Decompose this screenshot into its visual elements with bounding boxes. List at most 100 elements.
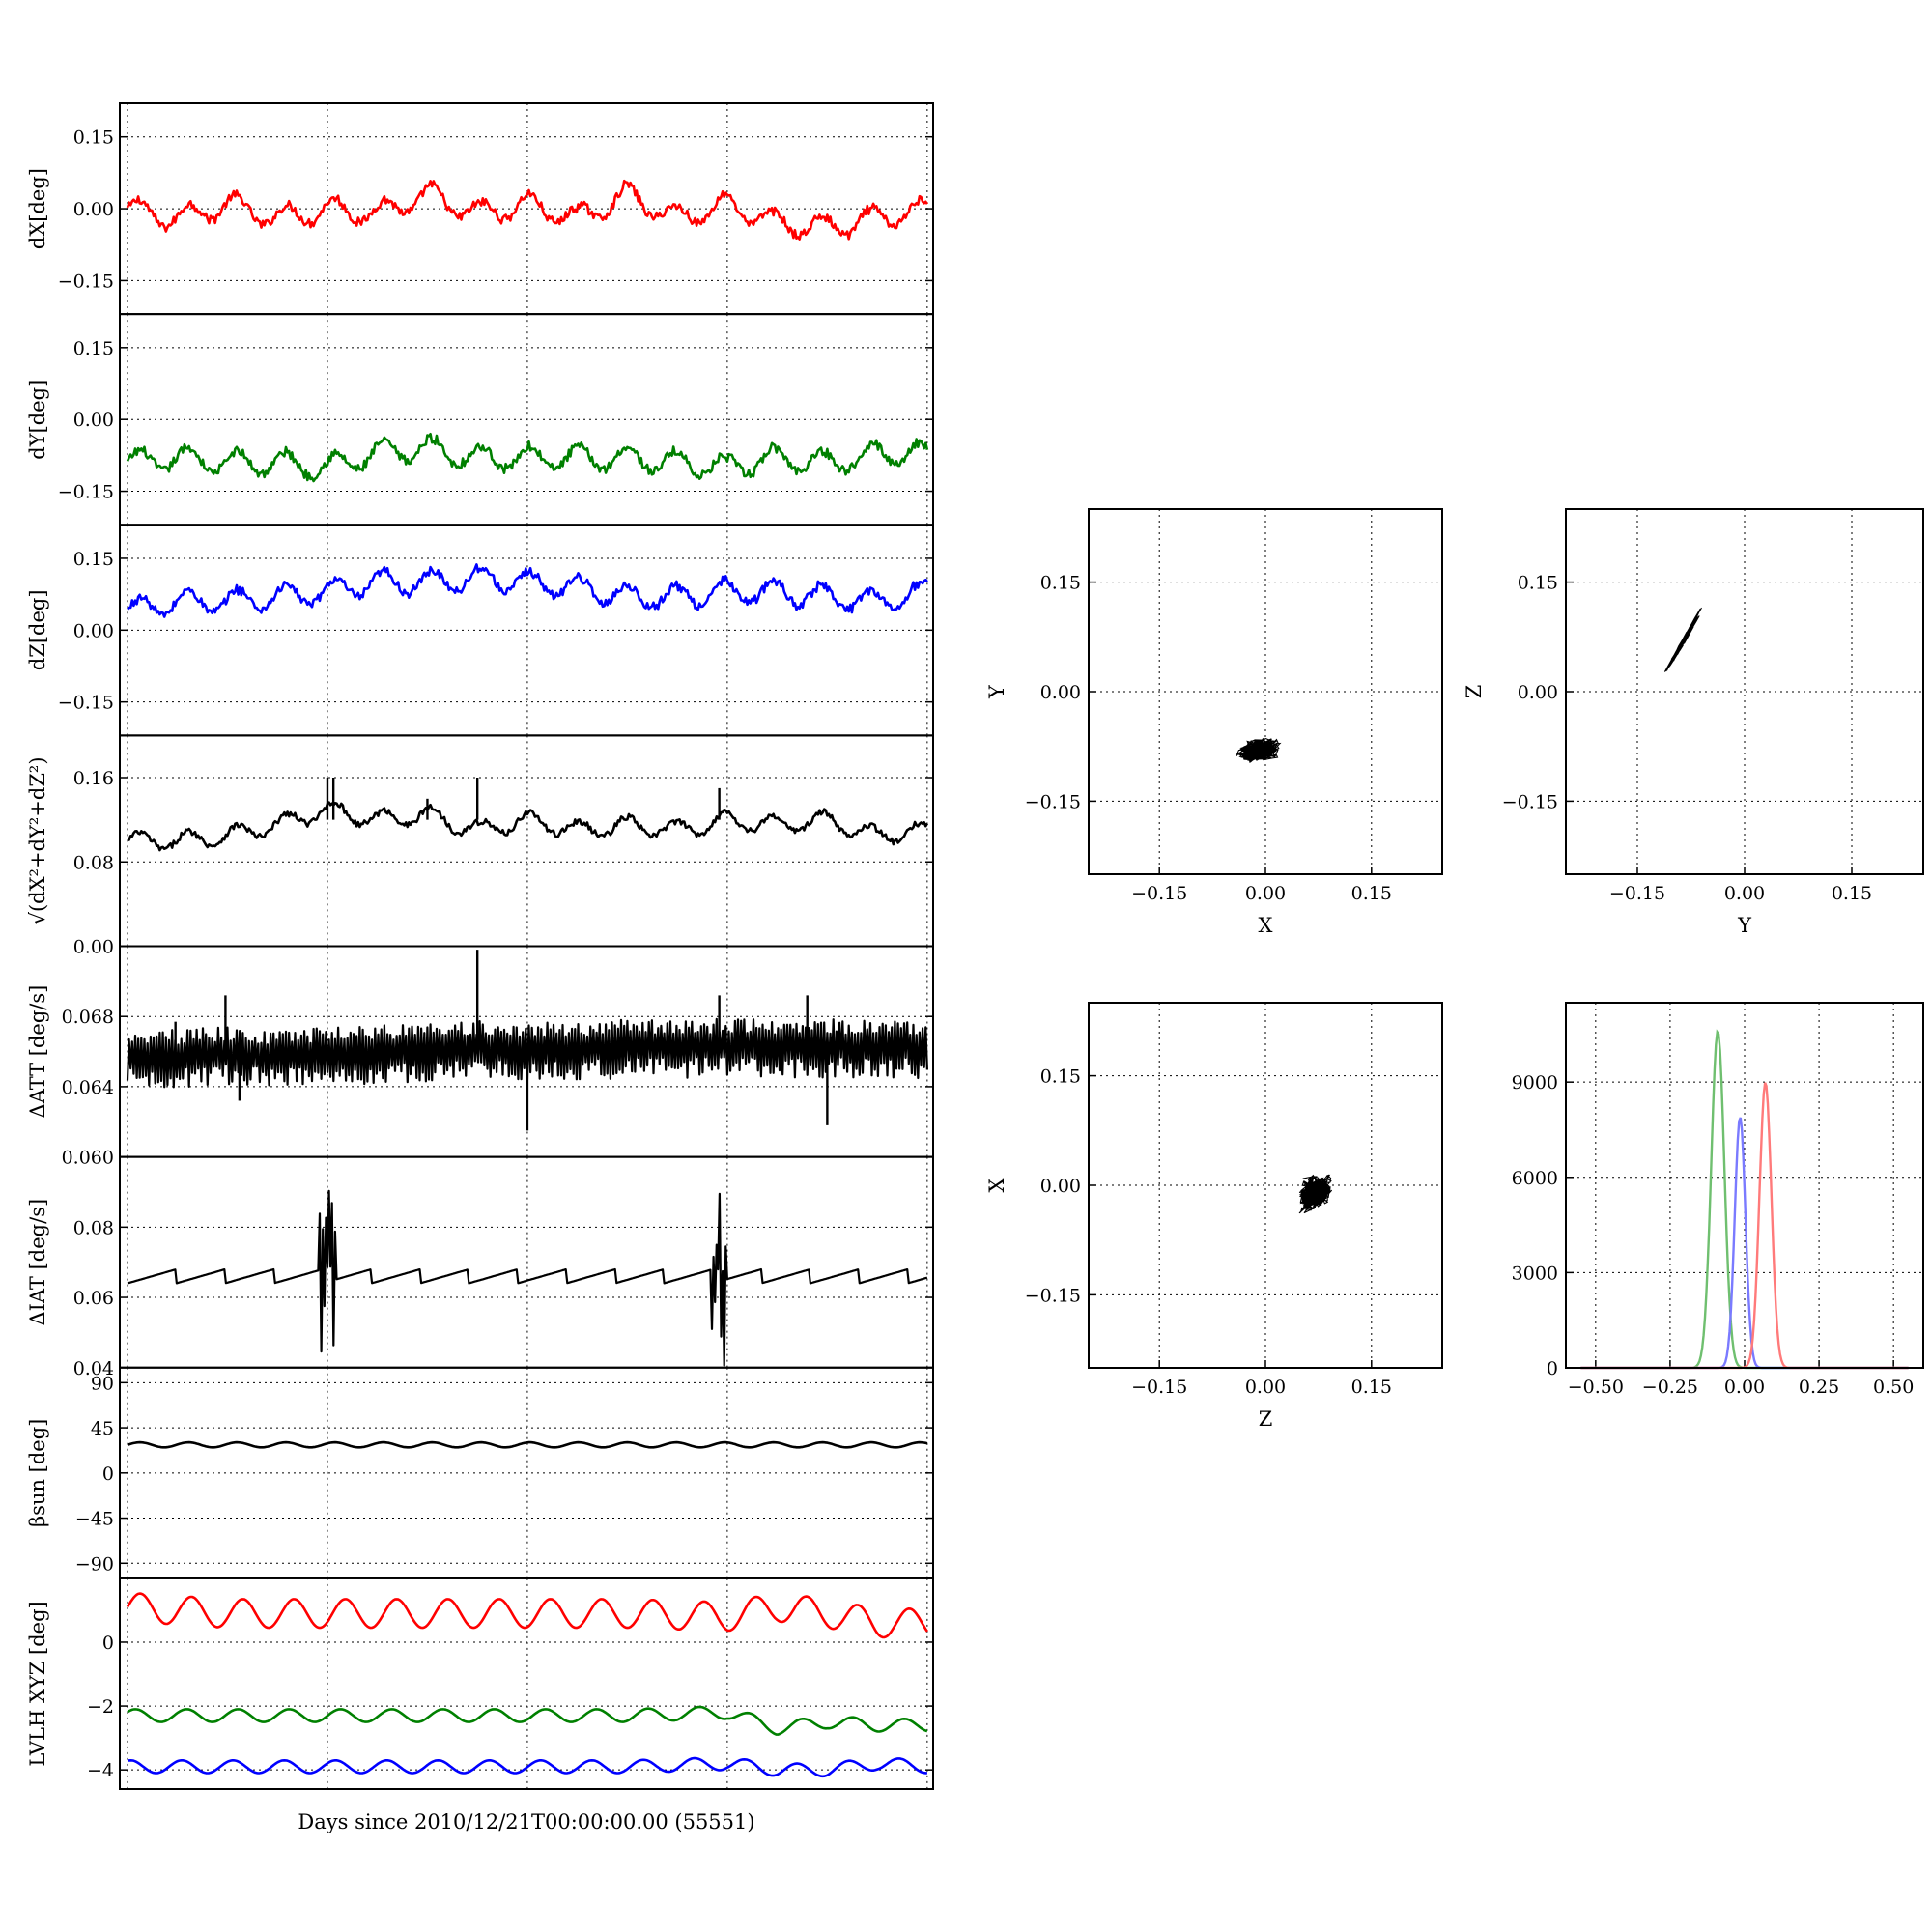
- scatter-trace-xy: [1235, 738, 1282, 763]
- panel-dx: −0.15 0.00 0.15 dX[deg]: [26, 102, 934, 316]
- series-line-lvlh-0: [126, 1592, 928, 1639]
- panel-dy: −0.15 0.00 0.15 dY[deg]: [26, 313, 934, 526]
- x-tick-label: −0.25: [1642, 1377, 1698, 1398]
- panel-frame: [1088, 508, 1443, 875]
- y-tick-label: 0.08: [73, 852, 114, 873]
- y-axis-label: ΔIAT [deg/s]: [26, 1199, 49, 1326]
- y-tick-label: 9000: [1512, 1072, 1558, 1094]
- series-line-lvlh-1: [127, 1705, 928, 1736]
- panel-yz: −0.15 0.00 0.15 −0.15 0.00 0.15 Y Z: [1463, 508, 1924, 937]
- y-tick-label: 3000: [1512, 1263, 1558, 1284]
- panel-hist: −0.50 −0.25 0.00 0.25 0.50 0 3000 6000 9000: [1512, 1002, 1924, 1398]
- panel-dz: −0.15 0.00 0.15 dZ[deg]: [26, 524, 934, 737]
- series-line-dnorm-0: [127, 801, 929, 852]
- y-tick-label: 6000: [1512, 1168, 1558, 1189]
- y-tick-label: −2: [87, 1696, 114, 1718]
- time-series-panels: −0.15 0.00 0.15 dX[deg] −0.15 0.00 0.15 dY[deg]…: [26, 102, 934, 1790]
- x-tick-label: 0.00: [1724, 883, 1765, 904]
- series-line-beta-0: [127, 1440, 928, 1449]
- panel-diat: 0.04 0.06 0.08 ΔIAT [deg/s]: [26, 1155, 934, 1379]
- x-tick-label: 0.00: [1724, 1377, 1765, 1398]
- y-axis-label: X: [985, 1178, 1009, 1192]
- x-tick-label: 0.15: [1351, 883, 1392, 904]
- panel-frame: [119, 1577, 934, 1790]
- x-tick-label: 0.25: [1799, 1377, 1839, 1398]
- y-tick-label: 0.00: [1518, 682, 1558, 703]
- y-axis-label: dX[deg]: [26, 168, 49, 249]
- y-tick-label: 0: [102, 1463, 114, 1485]
- panel-frame: [1565, 508, 1924, 875]
- y-tick-label: 0: [1547, 1358, 1558, 1379]
- y-tick-label: −0.15: [1025, 1285, 1081, 1306]
- x-axis-label: Y: [1737, 914, 1752, 937]
- y-tick-label: −90: [75, 1553, 114, 1575]
- panel-frame: [119, 734, 934, 948]
- y-tick-label: −4: [87, 1760, 114, 1781]
- y-tick-label: 0.08: [73, 1217, 114, 1238]
- y-tick-label: 0.15: [1040, 1066, 1081, 1088]
- y-tick-label: 0.15: [1040, 573, 1081, 594]
- y-tick-label: −45: [75, 1509, 114, 1530]
- x-tick-label: −0.50: [1568, 1377, 1624, 1398]
- y-tick-label: 0.00: [1040, 682, 1081, 703]
- panel-lvlh: −4 −2 0 LVLH XYZ [deg]: [26, 1577, 934, 1790]
- x-axis-label: Z: [1259, 1407, 1273, 1431]
- y-tick-label: 0.00: [73, 410, 114, 431]
- panel-zx: −0.15 0.00 0.15 −0.15 0.00 0.15 Z X: [985, 1002, 1443, 1431]
- series-line-dx-0: [126, 179, 928, 241]
- y-tick-label: 0.00: [1040, 1176, 1081, 1197]
- series-line-lvlh-2: [127, 1756, 927, 1778]
- y-axis-label: βsun [deg]: [26, 1419, 49, 1527]
- y-tick-label: 0.15: [73, 549, 114, 570]
- panel-datt: 0.060 0.064 0.068 ΔATT [deg/s]: [26, 945, 934, 1169]
- y-tick-label: 0.064: [62, 1077, 114, 1098]
- y-tick-label: −0.15: [1502, 791, 1558, 812]
- y-tick-label: 0.16: [73, 768, 114, 789]
- series-line-diat-0: [127, 1189, 928, 1367]
- y-tick-label: 45: [91, 1418, 114, 1439]
- series-line-dy-0: [126, 432, 929, 483]
- y-tick-label: 0.00: [73, 199, 114, 220]
- panel-frame: [1565, 1002, 1924, 1369]
- scatter-trace-zx: [1298, 1174, 1333, 1214]
- y-axis-label: Z: [1463, 685, 1486, 699]
- y-tick-label: −0.15: [58, 482, 114, 503]
- y-tick-label: 0.00: [73, 620, 114, 641]
- y-axis-label: LVLH XYZ [deg]: [26, 1601, 49, 1766]
- x-tick-label: 0.15: [1832, 883, 1872, 904]
- x-axis-label: X: [1259, 914, 1273, 937]
- y-tick-label: 0.068: [62, 1007, 114, 1028]
- panel-beta: −90 −45 0 45 90 βsun [deg]: [26, 1366, 934, 1579]
- y-axis-label: Y: [985, 684, 1009, 699]
- panel-xy: −0.15 0.00 0.15 −0.15 0.00 0.15 X Y: [985, 508, 1443, 937]
- y-tick-label: −0.15: [58, 270, 114, 292]
- x-tick-label: 0.00: [1245, 1377, 1286, 1398]
- x-tick-label: −0.15: [1131, 883, 1187, 904]
- panel-frame: [119, 1155, 934, 1369]
- y-tick-label: 0.15: [73, 338, 114, 359]
- y-tick-label: 90: [91, 1373, 114, 1394]
- scatter-trace-yz: [1663, 607, 1702, 672]
- y-axis-label: √(dX²+dY²+dZ²): [26, 756, 49, 924]
- y-tick-label: 0.060: [62, 1148, 114, 1169]
- panel-dnorm: 0.00 0.08 0.16 √(dX²+dY²+dZ²): [26, 734, 934, 958]
- x-tick-label: 0.50: [1873, 1377, 1914, 1398]
- y-tick-label: 0.15: [73, 128, 114, 149]
- y-axis-label: ΔATT [deg/s]: [26, 985, 49, 1119]
- y-tick-label: 0.04: [73, 1358, 114, 1379]
- y-tick-label: 0.06: [73, 1288, 114, 1309]
- y-axis-label: dY[deg]: [26, 380, 49, 460]
- correlation-panels: −0.15 0.00 0.15 −0.15 0.00 0.15 X Y −0.15 0.00 0.1…: [985, 508, 1924, 1431]
- y-tick-label: 0.00: [73, 937, 114, 958]
- y-tick-label: −0.15: [1025, 791, 1081, 812]
- x-axis-caption: Days since 2010/12/21T00:00:00.00 (55551…: [298, 1810, 754, 1833]
- x-tick-label: −0.15: [1609, 883, 1665, 904]
- panel-frame: [1088, 1002, 1443, 1369]
- y-tick-label: 0.15: [1518, 573, 1558, 594]
- y-tick-label: −0.15: [58, 693, 114, 714]
- x-tick-label: 0.00: [1245, 883, 1286, 904]
- series-line-dz-0: [127, 563, 928, 618]
- x-tick-label: 0.15: [1351, 1377, 1392, 1398]
- y-tick-label: 0: [102, 1633, 114, 1654]
